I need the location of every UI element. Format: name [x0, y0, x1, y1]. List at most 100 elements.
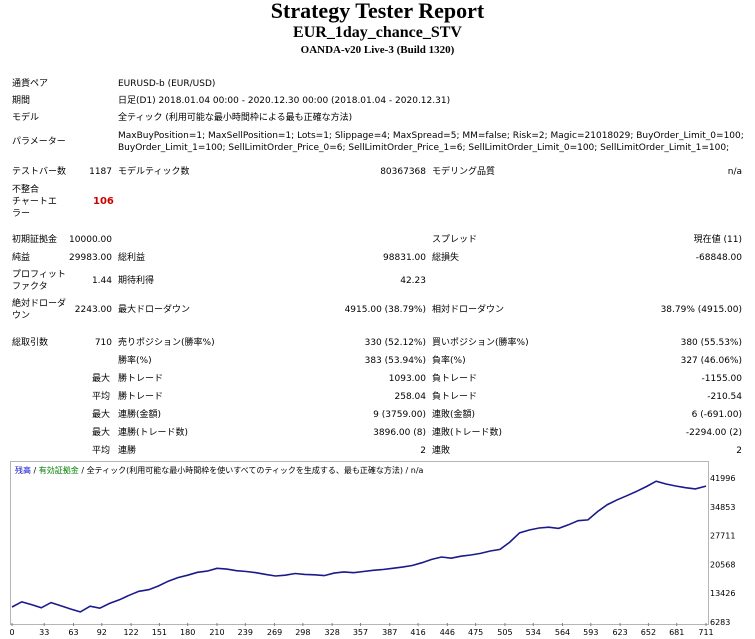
short-positions-label: 売りポジション(勝率%) — [118, 338, 215, 348]
avg-loss-value: -210.54 — [707, 392, 742, 402]
short-positions-value: 330 (52.12%) — [364, 338, 426, 348]
x-tick-label: 151 — [152, 628, 167, 637]
abs-dd-label-1: 絶対ドローダ — [12, 299, 67, 309]
params-line-1: MaxBuyPosition=1; MaxSellPosition=1; Lot… — [118, 131, 744, 141]
chart-legend: 残高 / 有効証拠金 / 全ティック(利用可能な最小時間枠を使いすべてのティック… — [15, 465, 423, 476]
avg-cons-win-value: 2 — [420, 446, 426, 456]
y-tick-label: 6283 — [710, 618, 730, 627]
legend-na: n/a — [410, 466, 424, 475]
x-tick-label: 63 — [68, 628, 78, 637]
y-tick-label: 13426 — [710, 589, 735, 598]
win-rate-value: 383 (53.94%) — [364, 356, 426, 366]
y-tick-label: 34853 — [710, 503, 735, 512]
legend-model: 全ティック(利用可能な最小時間枠を使いすべてのティックを生成する、最も正確な方法… — [86, 466, 403, 475]
net-profit-label: 純益 — [12, 253, 31, 263]
avg-cons-loss-value: 2 — [736, 446, 742, 456]
avg-cons-loss-label: 連敗 — [432, 446, 451, 456]
profit-factor-value: 1.44 — [91, 276, 112, 286]
quality-label: モデリング品質 — [432, 167, 496, 177]
net-profit-value: 29983.00 — [69, 253, 112, 263]
cons-loss-count-value: -2294.00 (2) — [685, 428, 742, 438]
mismatch-label-3: ラー — [12, 209, 31, 219]
mismatch-label-2: チャートエ — [12, 197, 57, 207]
x-tick-label: 328 — [325, 628, 340, 637]
x-tick-label: 652 — [641, 628, 656, 637]
legend-separator: / — [78, 466, 87, 475]
max-prefix-2: 最大 — [92, 410, 111, 420]
y-tick-label: 27711 — [710, 532, 735, 541]
long-positions-label: 買いポジション(勝率%) — [432, 338, 529, 348]
abs-dd-value: 2243.00 — [74, 305, 112, 315]
x-tick-label: 505 — [497, 628, 512, 637]
x-tick-label: 475 — [468, 628, 483, 637]
avg-win-value: 258.04 — [394, 392, 427, 402]
y-tick-label: 20568 — [710, 560, 735, 569]
win-rate-label: 勝率(%) — [118, 356, 152, 366]
legend-equity: 有効証拠金 — [38, 466, 79, 475]
gross-loss-value: -68848.00 — [695, 253, 742, 263]
x-tick-label: 416 — [410, 628, 425, 637]
x-tick-label: 92 — [97, 628, 107, 637]
gross-profit-label: 総利益 — [118, 253, 146, 263]
model-value: 全ティック (利用可能な最小時間枠による最も正確な方法) — [118, 113, 353, 123]
x-tick-label: 33 — [39, 628, 49, 637]
gross-loss-label: 総損失 — [432, 253, 460, 263]
x-tick-label: 239 — [238, 628, 253, 637]
cons-win-money-value: 9 (3759.00) — [373, 410, 426, 420]
largest-win-value: 1093.00 — [388, 374, 426, 384]
loss-rate-value: 327 (46.06%) — [680, 356, 742, 366]
mismatch-value: 106 — [93, 196, 114, 207]
avg-loss-label: 負トレード — [432, 392, 478, 402]
x-tick-label: 681 — [669, 628, 684, 637]
cons-loss-money-label: 連敗(金額) — [432, 410, 476, 420]
balance-line — [11, 480, 707, 613]
params-label: パラメーター — [12, 137, 66, 147]
ticks-value: 80367368 — [380, 167, 426, 177]
max-dd-label: 最大ドローダウン — [118, 305, 191, 315]
largest-win-label: 勝トレード — [118, 374, 164, 384]
avg-win-label: 勝トレード — [118, 392, 164, 402]
largest-loss-label: 負トレード — [432, 374, 478, 384]
avg-prefix-2: 平均 — [92, 446, 111, 456]
max-dd-value: 4915.00 (38.79%) — [344, 305, 426, 315]
legend-separator: / — [402, 466, 411, 475]
abs-dd-label-2: ウン — [12, 311, 31, 321]
ticks-label: モデルティック数 — [118, 167, 190, 177]
gross-profit-value: 98831.00 — [383, 253, 426, 263]
x-tick-label: 210 — [209, 628, 224, 637]
largest-loss-value: -1155.00 — [701, 374, 742, 384]
max-prefix-1: 最大 — [92, 374, 111, 384]
y-tick-label: 41996 — [710, 474, 735, 483]
deposit-value: 10000.00 — [69, 235, 112, 245]
mismatch-label-1: 不整合 — [12, 185, 40, 195]
x-tick-label: 298 — [295, 628, 310, 637]
x-tick-label: 623 — [612, 628, 627, 637]
total-trades-value: 710 — [94, 338, 112, 348]
balance-chart-frame — [10, 461, 709, 625]
server-name: OANDA-v20 Live-3 (Build 1320) — [300, 44, 455, 56]
report-title: Strategy Tester Report — [270, 0, 485, 23]
x-tick-label: 564 — [555, 628, 570, 637]
period-label: 期間 — [12, 96, 31, 106]
model-label: モデル — [12, 113, 40, 123]
profit-factor-label-2: ファクタ — [12, 282, 48, 292]
avg-cons-win-label: 連勝 — [118, 446, 137, 456]
expected-payoff-label: 期待利得 — [118, 276, 155, 286]
rel-dd-label: 相対ドローダウン — [432, 305, 505, 315]
symbol-value: EURUSD-b (EUR/USD) — [118, 79, 216, 89]
cons-win-money-label: 連勝(金額) — [118, 410, 162, 420]
x-tick-label: 534 — [526, 628, 541, 637]
loss-rate-label: 負率(%) — [432, 356, 466, 366]
cons-loss-count-label: 連敗(トレード数) — [432, 428, 503, 438]
deposit-label: 初期証拠金 — [12, 235, 58, 245]
avg-prefix-1: 平均 — [92, 392, 111, 402]
spread-value: 現在値 (11) — [693, 235, 742, 245]
x-tick-label: 387 — [382, 628, 397, 637]
bars-label: テストバー数 — [12, 167, 67, 177]
x-tick-label: 357 — [353, 628, 368, 637]
x-tick-label: 180 — [180, 628, 195, 637]
x-tick-label: 446 — [440, 628, 455, 637]
legend-balance: 残高 — [15, 466, 31, 475]
expert-name: EUR_1day_chance_STV — [293, 24, 462, 41]
